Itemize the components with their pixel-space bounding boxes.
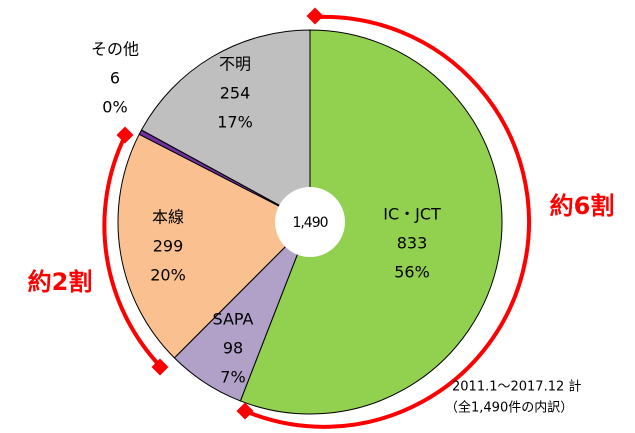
- pie: [117, 29, 503, 415]
- percent-label: 56%: [394, 263, 430, 282]
- value-label: 254: [220, 84, 251, 103]
- diamond: [151, 358, 169, 376]
- value-label: 98: [223, 339, 243, 358]
- slice-label: SAPA: [213, 310, 254, 329]
- slice-label: 本線: [152, 208, 184, 227]
- slice-label: その他: [91, 40, 139, 59]
- value-label: 6: [110, 69, 120, 88]
- note: （全1,490件の内訳）: [445, 400, 573, 416]
- slice-label: IC・JCT: [383, 205, 441, 224]
- slice: [140, 29, 311, 223]
- percent-label: 20%: [150, 266, 186, 285]
- slice: [117, 133, 311, 359]
- annotation: 約2割: [28, 268, 93, 296]
- center-hole: [275, 187, 345, 257]
- brackets: [102, 14, 532, 429]
- value-label: 299: [153, 237, 184, 256]
- percent-label: 7%: [220, 368, 245, 387]
- slice: [239, 29, 503, 415]
- percent-label: 17%: [217, 113, 253, 132]
- diamond: [306, 7, 324, 25]
- diamond: [116, 126, 134, 144]
- annotation: 約6割: [550, 192, 615, 220]
- note: 2011.1～2017.12 計: [452, 379, 581, 395]
- percent-label: 0%: [102, 98, 127, 117]
- slice-label: 不明: [219, 55, 251, 74]
- bracket-right: [244, 14, 532, 429]
- bracket-left: [102, 135, 162, 368]
- center-label: 1,490: [292, 215, 327, 231]
- diamond: [236, 402, 254, 420]
- value-label: 833: [397, 234, 428, 253]
